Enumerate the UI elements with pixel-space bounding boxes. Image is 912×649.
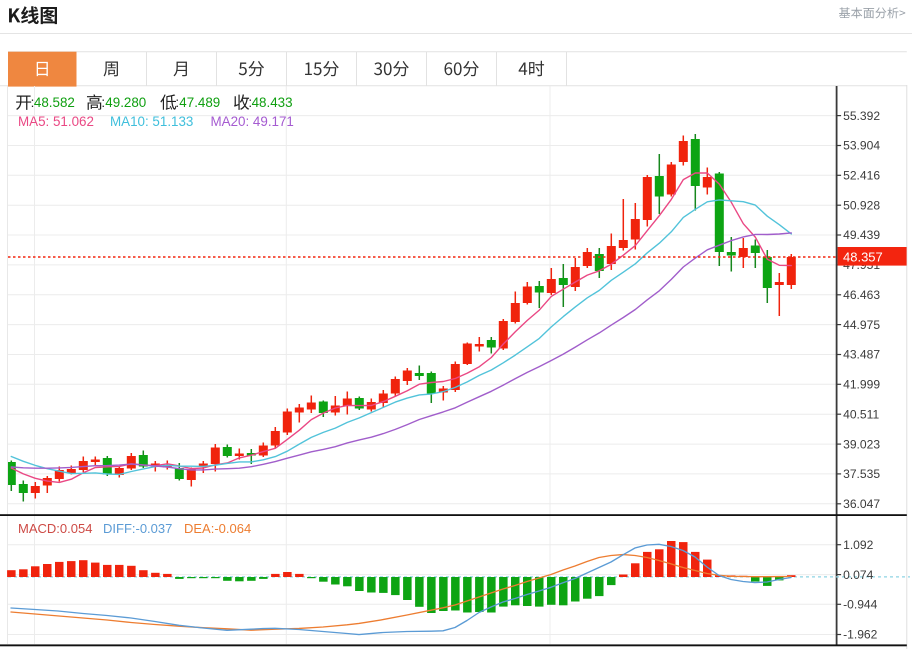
svg-text:-1.962: -1.962 [843,628,878,642]
svg-text:DEA:-0.064: DEA:-0.064 [184,521,251,536]
svg-text::: : [101,95,105,110]
svg-text:44.975: 44.975 [843,318,880,332]
svg-text:36.047: 36.047 [843,497,880,511]
svg-text:MA20: 49.171: MA20: 49.171 [211,114,294,129]
svg-text:48.582: 48.582 [34,95,75,110]
svg-text:41.999: 41.999 [843,378,880,392]
svg-text:40.511: 40.511 [843,407,879,421]
svg-text:50.928: 50.928 [843,198,880,212]
svg-text:49.439: 49.439 [843,228,880,242]
svg-text:55.392: 55.392 [843,109,880,123]
svg-text::: : [31,95,35,110]
svg-text:MA5: 51.062: MA5: 51.062 [18,114,94,129]
svg-text:47.489: 47.489 [179,95,220,110]
svg-text:DIFF:-0.037: DIFF:-0.037 [103,521,172,536]
svg-text:46.463: 46.463 [843,288,880,302]
svg-text::: : [248,95,252,110]
svg-text:52.416: 52.416 [843,169,880,183]
svg-text:43.487: 43.487 [843,348,880,362]
svg-text:37.535: 37.535 [843,467,880,481]
svg-text:49.280: 49.280 [105,95,146,110]
svg-text:0.074: 0.074 [843,568,874,582]
svg-text:1.092: 1.092 [843,538,874,552]
svg-text:MA10: 51.133: MA10: 51.133 [110,114,193,129]
svg-text:48.433: 48.433 [252,95,293,110]
svg-text:53.904: 53.904 [843,139,880,153]
svg-text:-0.944: -0.944 [843,598,878,612]
svg-text:39.023: 39.023 [843,437,880,451]
svg-text:48.357: 48.357 [843,249,883,264]
svg-text:MACD:0.054: MACD:0.054 [18,521,92,536]
svg-text::: : [175,95,179,110]
